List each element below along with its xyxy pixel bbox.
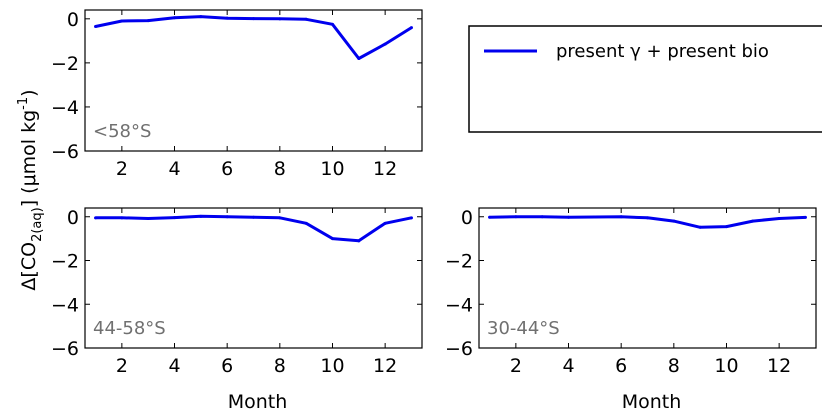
x-tick-label: 6 [221,355,233,377]
data-point [357,56,361,60]
data-point [304,17,308,21]
panel-30_44: 2 4 6 8 10 12 0 −2 −4 −6 30-44°S Month [445,207,817,413]
data-point [304,221,308,225]
x-tick-label: 8 [668,355,680,377]
data-point [173,16,177,20]
x-tick-label: 12 [373,355,397,377]
data-point [252,215,255,219]
plot-frame [478,207,817,349]
y-tick-label: −2 [51,53,79,75]
data-point [252,17,255,21]
panels-root: 2 4 6 8 10 12 0 −2 −4 −6 <58°S 2 4 6 8 10 12 0 −2 −4 −6 44-58… [51,9,817,413]
data-point [409,216,413,220]
y-tick-label: −6 [51,338,79,360]
data-point [383,221,387,225]
data-point [593,215,597,219]
plot-frame [84,207,423,349]
data-point [540,215,544,219]
x-tick-label: 10 [320,158,344,180]
data-point [357,239,361,243]
data-point [672,219,676,223]
y-tick-label: −2 [51,251,79,273]
region-label: 30-44°S [487,318,560,339]
data-point [278,216,282,220]
x-tick-label: 4 [168,355,180,377]
data-point [278,17,282,21]
data-point [698,225,702,229]
ylabel-superscript: -1 [16,97,31,110]
panel-44_58: 2 4 6 8 10 12 0 −2 −4 −6 44-58°S Month [51,207,423,413]
data-point [646,216,649,220]
x-tick-label: 2 [116,158,128,180]
series-line [95,15,413,60]
data-point [120,216,124,220]
ylabel-subscript: 2(aq) [30,207,45,242]
y-tick-label: 0 [67,207,79,229]
region-label: <58°S [93,121,151,142]
legend-frame [468,25,822,133]
data-point [619,215,623,219]
data-point [777,217,781,220]
x-tick-label: 4 [168,158,180,180]
data-point [724,225,728,229]
y-tick-label: −4 [51,97,79,119]
legend: present γ + present bio [468,25,822,133]
data-point [199,15,203,19]
panel-lt58: 2 4 6 8 10 12 0 −2 −4 −6 <58°S [51,9,423,180]
x-tick-label: 12 [373,158,397,180]
y-tick-label: 0 [461,207,473,229]
y-tick-label: −4 [445,294,473,316]
data-point [146,19,150,23]
series-line [95,214,412,243]
x-tick-label: 10 [320,355,344,377]
x-tick-label: 4 [562,355,574,377]
data-point [330,22,334,26]
x-tick-label: 10 [714,355,738,377]
data-point [225,16,229,20]
x-tick-label: 6 [221,158,233,180]
data-point [146,217,150,220]
plot-frame [84,9,423,152]
data-point [94,25,98,29]
x-tick-label: 12 [767,355,791,377]
y-tick-label: −2 [445,251,473,273]
data-point [383,42,387,46]
region-label: 44-58°S [93,318,166,339]
data-point [94,216,98,220]
data-point [488,215,492,219]
y-tick-label: −6 [51,141,79,163]
ylabel-close-paren: ) [18,89,40,96]
data-point [173,216,177,220]
x-tick-label: 8 [274,158,286,180]
x-axis-label: Month [622,391,682,411]
data-point [225,215,229,219]
x-axis-label: Month [228,391,288,411]
x-tick-label: 6 [615,355,627,377]
ylabel-part-delta-co: Δ[CO [18,242,40,291]
data-point [330,237,334,241]
data-point [567,215,571,219]
data-point [514,215,518,219]
x-tick-label: 8 [274,355,286,377]
data-point [409,26,413,30]
y-tick-label: −4 [51,294,79,316]
legend-series-label: present γ + present bio [556,41,769,62]
x-tick-label: 2 [510,355,522,377]
x-tick-label: 2 [116,355,128,377]
ylabel-part-units: ] (μmol kg [18,110,40,207]
data-point [199,214,203,218]
shared-y-axis-label: Δ[CO2(aq)] (μmol kg-1) [16,89,45,290]
y-tick-label: −6 [445,338,473,360]
y-tick-label: 0 [67,9,79,31]
data-point [803,215,807,219]
data-point [751,219,755,223]
data-point [120,19,124,23]
